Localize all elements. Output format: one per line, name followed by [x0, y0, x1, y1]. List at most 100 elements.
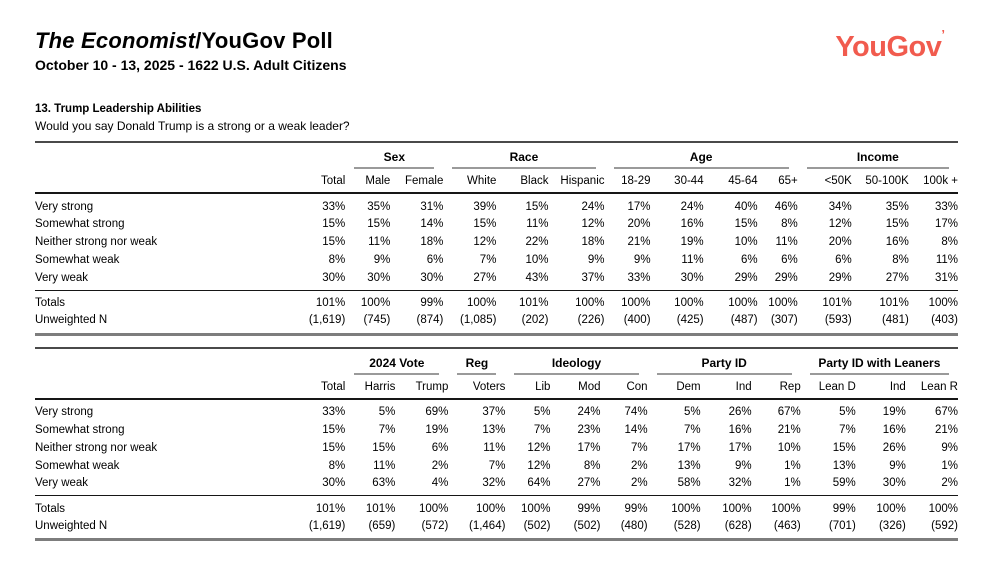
data-cell: 6% — [741, 254, 758, 266]
data-cell: 100% — [345, 289, 391, 312]
data-cell: 7% — [839, 423, 856, 436]
row-label: Totals — [35, 289, 286, 312]
data-cell: 101% — [345, 495, 396, 518]
data-cell: (481) — [881, 314, 909, 327]
data-cell: 32% — [728, 477, 752, 490]
group-header-2024-vote: 2024 Vote — [345, 348, 448, 375]
data-cell: 33% — [322, 200, 346, 213]
data-cell: 31% — [420, 200, 444, 213]
data-cell: 1% — [941, 459, 958, 472]
data-cell: 6% — [781, 254, 798, 266]
data-cell: (226) — [577, 314, 605, 327]
column-header-lean-r: Lean R — [905, 374, 958, 400]
data-cell: 63% — [372, 477, 396, 490]
data-cell: 8% — [781, 218, 798, 230]
data-cell: 33% — [322, 406, 346, 418]
column-header-row: Total Male Female White Black Hispanic 18-29 30… — [35, 169, 958, 194]
group-header-label: 2024 Vote — [354, 356, 440, 375]
data-cell: 17% — [577, 441, 601, 454]
data-cell: 100% — [604, 289, 651, 312]
data-cell: 8% — [328, 459, 346, 472]
data-cell: 99% — [550, 495, 601, 518]
page-title: The Economist/YouGov Poll — [35, 28, 958, 54]
table-row-somewhat-strong: Somewhat strong 15% 15% 14% 15% 11% 12% 20% 16% 1… — [35, 215, 958, 233]
unweighted-n-row: Unweighted N (1,619) (659) (572) (1,464) (502… — [35, 518, 958, 540]
data-cell: 9% — [941, 441, 958, 454]
data-cell: 9% — [373, 254, 391, 266]
row-label: Totals — [35, 495, 286, 518]
row-label: Neither strong nor weak — [35, 236, 158, 248]
data-cell: 11% — [526, 218, 549, 230]
data-cell: 11% — [935, 254, 958, 266]
data-cell: 59% — [832, 477, 856, 490]
data-cell: 67% — [934, 406, 958, 418]
column-header-con: Con — [600, 374, 648, 400]
data-cell: 7% — [479, 254, 497, 266]
question-block: 13. Trump Leadership Abilities Would you… — [35, 103, 958, 133]
column-header-voters: Voters — [448, 374, 506, 400]
data-cell: 101% — [797, 289, 852, 312]
data-cell: (487) — [730, 314, 758, 327]
data-cell: 24% — [577, 406, 601, 418]
column-header-lean-d: Lean D — [800, 374, 856, 400]
table-row-neither-strong-nor-weak: Neither strong nor weak 15% 11% 18% 12% 22% 18… — [35, 233, 958, 251]
data-cell: 24% — [680, 200, 704, 213]
column-header-total: Total — [285, 374, 346, 400]
data-cell: 100% — [703, 289, 758, 312]
data-cell: 37% — [581, 271, 605, 284]
masthead: The Economist/YouGov Poll October 10 - 1… — [35, 28, 958, 94]
data-cell: 13% — [677, 459, 701, 472]
data-cell: 100% — [855, 495, 906, 518]
question-text: Would you say Donald Trump is a strong o… — [35, 119, 350, 133]
data-cell: 29% — [828, 271, 852, 284]
group-header-label: Party ID — [656, 356, 792, 375]
data-cell: 6% — [426, 254, 444, 266]
data-cell: 5% — [378, 406, 396, 418]
data-cell: 15% — [322, 218, 346, 230]
table-row-neither-strong-nor-weak: Neither strong nor weak 15% 15% 6% 11% 12% 17%… — [35, 439, 958, 457]
data-cell: 27% — [577, 477, 601, 490]
data-cell: (1,619) — [308, 519, 346, 532]
data-cell: 17% — [934, 218, 958, 230]
data-cell: 23% — [577, 423, 601, 436]
data-cell: 99% — [800, 495, 856, 518]
column-header-hispanic: Hispanic — [548, 169, 605, 194]
data-cell: 30% — [322, 271, 346, 284]
data-cell: 15% — [473, 218, 497, 230]
group-header-sex: Sex — [345, 142, 443, 169]
data-cell: 17% — [627, 200, 651, 213]
data-cell: 7% — [683, 423, 701, 436]
row-label: Unweighted N — [35, 314, 108, 327]
data-cell: 1% — [784, 459, 801, 472]
data-cell: 16% — [680, 218, 704, 230]
group-header-label: Sex — [354, 150, 435, 169]
data-cell: 35% — [367, 200, 391, 213]
data-cell: 58% — [677, 477, 701, 490]
data-cell: (628) — [724, 519, 752, 532]
data-cell: 9% — [633, 254, 651, 266]
data-cell: 15% — [885, 218, 909, 230]
data-cell: 19% — [425, 423, 449, 436]
data-cell: 15% — [832, 441, 856, 454]
data-cell: 7% — [533, 423, 551, 436]
data-cell: (1,619) — [308, 314, 346, 327]
data-cell: (593) — [824, 314, 852, 327]
data-cell: 40% — [734, 200, 758, 213]
data-cell: 5% — [533, 406, 551, 418]
group-header-reg: Reg — [448, 348, 505, 375]
data-cell: 10% — [734, 236, 758, 248]
data-cell: 100% — [548, 289, 605, 312]
page-title-yougov-poll: /YouGov Poll — [195, 28, 333, 53]
data-cell: 2% — [630, 477, 648, 490]
data-cell: 30% — [322, 477, 346, 490]
table-row-somewhat-strong: Somewhat strong 15% 7% 19% 13% 7% 23% 14% 7% 16% 2… — [35, 421, 958, 439]
data-cell: 20% — [627, 218, 651, 230]
data-cell: (307) — [770, 314, 798, 327]
data-cell: 15% — [322, 236, 346, 248]
data-cell: 13% — [482, 423, 506, 436]
data-cell: 67% — [777, 406, 801, 418]
data-cell: 100% — [443, 289, 497, 312]
data-cell: 18% — [420, 236, 444, 248]
table-row-very-strong: Very strong 33% 35% 31% 39% 15% 24% 17% 24% 40% 46… — [35, 193, 958, 215]
data-cell: 5% — [839, 406, 856, 418]
